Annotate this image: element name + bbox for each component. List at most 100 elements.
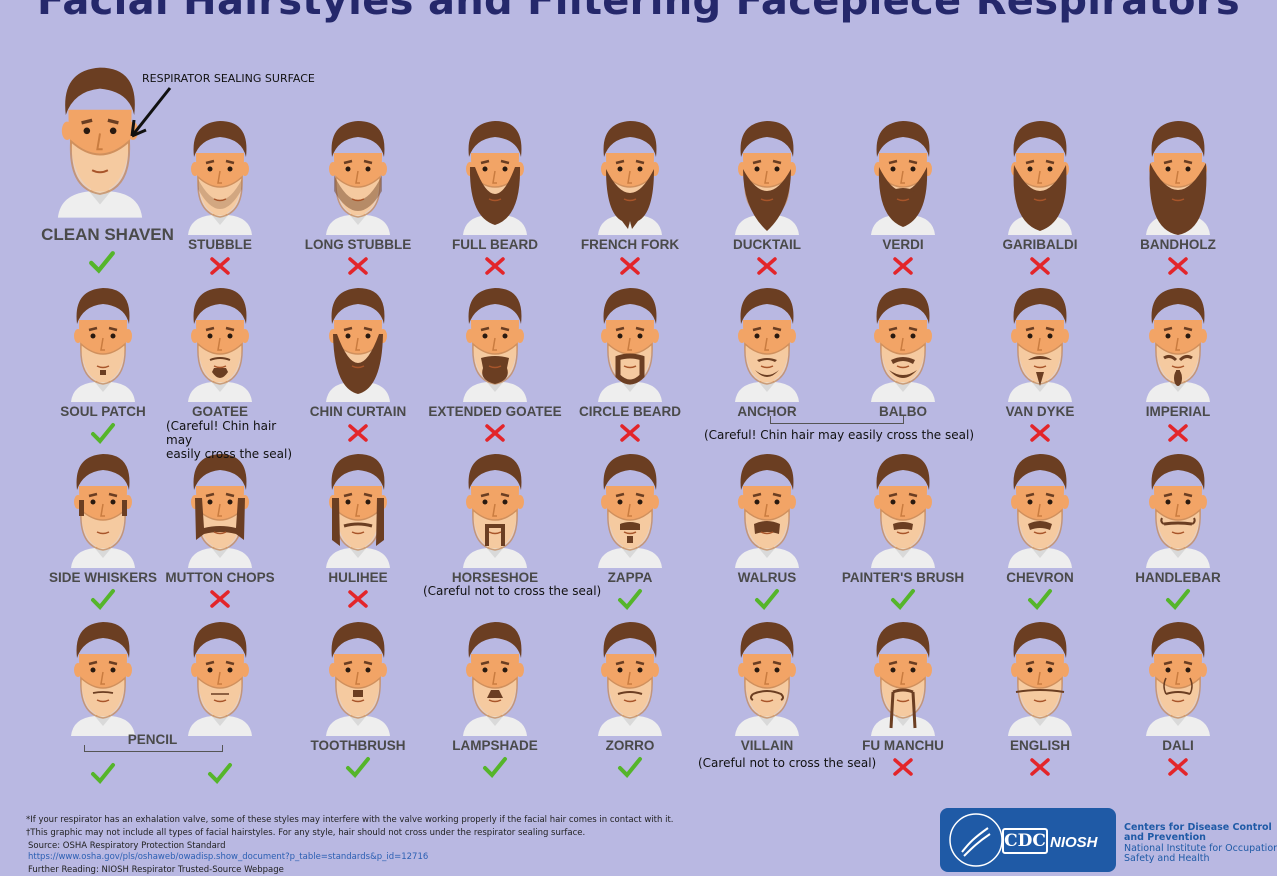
zappa-face-icon <box>592 450 668 568</box>
hhs-seal-icon <box>949 813 1003 867</box>
dali-face-icon <box>1140 618 1216 736</box>
extended-goatee-face-icon <box>457 284 533 402</box>
hairstyle-painters-brush: PAINTER'S BRUSH <box>828 448 978 610</box>
extended-goatee-label: EXTENDED GOATEE <box>428 404 562 419</box>
imperial-label: IMPERIAL <box>1145 404 1211 419</box>
stubble-face-icon <box>182 117 258 235</box>
hairstyle-dali: DALI <box>1103 616 1253 776</box>
verdi-face-icon <box>865 117 941 235</box>
painters-brush-label: PAINTER'S BRUSH <box>841 570 965 585</box>
garibaldi-face-icon <box>1002 117 1078 235</box>
clean-shaven-figure <box>40 60 160 270</box>
anchor-face-icon <box>729 284 805 402</box>
pencil-bracket <box>84 745 223 752</box>
hairstyle-garibaldi: GARIBALDI <box>965 115 1115 275</box>
painters-brush-face-icon <box>865 450 941 568</box>
hairstyle-chevron: CHEVRON <box>965 448 1115 610</box>
hairstyle-zorro: ZORRO <box>555 616 705 778</box>
check-icon <box>1165 588 1191 610</box>
lampshade-label: LAMPSHADE <box>452 738 538 753</box>
stubble-label: STUBBLE <box>188 237 252 252</box>
niosh-logo: NIOSH <box>1050 834 1098 851</box>
hairstyle-ducktail: DUCKTAIL <box>692 115 842 275</box>
circle-beard-label: CIRCLE BEARD <box>578 404 681 419</box>
goatee-note: (Careful! Chin hair may easily cross the… <box>166 419 293 461</box>
anchor-label: ANCHOR <box>737 404 797 419</box>
english-label: ENGLISH <box>1009 738 1070 753</box>
french-fork-face-icon <box>592 117 668 235</box>
ducktail-label: DUCKTAIL <box>733 237 801 252</box>
org-name-4: Safety and Health <box>1124 853 1210 864</box>
fu-manchu-label: FU MANCHU <box>862 738 944 753</box>
mutton-chops-label: MUTTON CHOPS <box>165 570 275 585</box>
hairstyle-english: ENGLISH <box>965 616 1115 776</box>
hairstyle-imperial: IMPERIAL <box>1103 282 1253 442</box>
handlebar-label: HANDLEBAR <box>1135 570 1221 585</box>
hairstyle-villain: VILLAIN <box>692 616 842 776</box>
pencil-label: PENCIL <box>127 732 178 747</box>
check-icon <box>345 756 371 778</box>
osha-link[interactable]: https://www.osha.gov/pls/oshaweb/owadisp… <box>28 852 429 862</box>
van-dyke-label: VAN DYKE <box>1005 404 1075 419</box>
goatee-face-icon <box>182 284 258 402</box>
hairstyle-horseshoe: HORSESHOE <box>420 448 570 608</box>
cdc-niosh-logo: CDC NIOSH <box>940 808 1116 872</box>
hairstyle-side-whiskers: SIDE WHISKERS <box>28 448 178 610</box>
cross-icon <box>345 422 371 444</box>
cross-icon <box>207 255 233 277</box>
chevron-label: CHEVRON <box>1006 570 1074 585</box>
check-icon <box>617 588 643 610</box>
anchor-balbo-note: (Careful! Chin hair may easily cross the… <box>704 428 975 442</box>
dali-label: DALI <box>1162 738 1194 753</box>
hairstyle-stubble: STUBBLE <box>145 115 295 275</box>
zorro-face-icon <box>592 618 668 736</box>
cross-icon <box>482 255 508 277</box>
hulihee-face-icon <box>320 450 396 568</box>
full-beard-label: FULL BEARD <box>452 237 538 252</box>
english-face-icon <box>1002 618 1078 736</box>
pencil-a-face-icon <box>65 618 141 736</box>
cross-icon <box>345 255 371 277</box>
check-icon <box>207 762 233 784</box>
check-icon <box>617 756 643 778</box>
check-icon <box>88 250 116 274</box>
cross-icon <box>890 756 916 778</box>
walrus-label: WALRUS <box>737 570 797 585</box>
cross-icon <box>1165 255 1191 277</box>
cross-icon <box>617 422 643 444</box>
further-reading[interactable]: Further Reading: NIOSH Respirator Truste… <box>28 865 284 875</box>
cdc-logo: CDC <box>1002 828 1048 854</box>
check-icon <box>482 756 508 778</box>
chin-curtain-face-icon <box>320 284 396 402</box>
cross-icon <box>1027 756 1053 778</box>
cross-icon <box>345 588 371 610</box>
lampshade-face-icon <box>457 618 533 736</box>
footnote-exhalation-valve: *If your respirator has an exhalation va… <box>26 815 674 825</box>
source-line: Source: OSHA Respiratory Protection Stan… <box>28 841 226 851</box>
full-beard-face-icon <box>457 117 533 235</box>
clean-shaven-label: CLEAN SHAVEN <box>41 225 174 244</box>
circle-beard-face-icon <box>592 284 668 402</box>
hairstyle-full-beard: FULL BEARD <box>420 115 570 275</box>
van-dyke-face-icon <box>1002 284 1078 402</box>
hairstyle-extended-goatee: EXTENDED GOATEE <box>420 282 570 442</box>
hairstyle-toothbrush: TOOTHBRUSH <box>283 616 433 778</box>
check-icon <box>754 588 780 610</box>
org-name-2: and Prevention <box>1124 832 1206 843</box>
hairstyle-hulihee: HULIHEE <box>283 448 433 608</box>
mutton-chops-face-icon <box>182 450 258 568</box>
soul-patch-face-icon <box>65 284 141 402</box>
horseshoe-face-icon <box>457 450 533 568</box>
hairstyle-bandholz: BANDHOLZ <box>1103 115 1253 275</box>
handlebar-face-icon <box>1140 450 1216 568</box>
hairstyle-french-fork: FRENCH FORK <box>555 115 705 275</box>
long-stubble-face-icon <box>320 117 396 235</box>
toothbrush-face-icon <box>320 618 396 736</box>
hairstyle-circle-beard: CIRCLE BEARD <box>555 282 705 442</box>
check-icon <box>1027 588 1053 610</box>
hairstyle-verdi: VERDI <box>828 115 978 275</box>
villain-face-icon <box>729 618 805 736</box>
cross-icon <box>1027 422 1053 444</box>
ducktail-face-icon <box>729 117 805 235</box>
cross-icon <box>754 255 780 277</box>
